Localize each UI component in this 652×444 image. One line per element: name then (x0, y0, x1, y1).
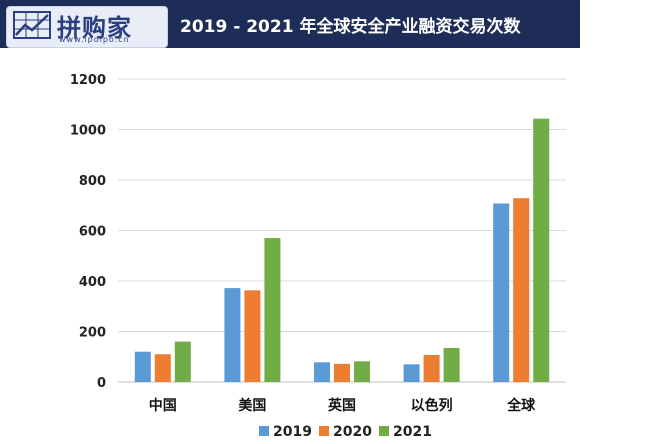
title-banner: 拼购家 www.ipoipo.cn 2019 - 2021 年全球安全产业融资交… (0, 0, 580, 48)
bar-2020-3 (423, 354, 440, 382)
logo-url: www.ipoipo.cn (59, 35, 130, 44)
legend-swatch-2019 (259, 426, 269, 436)
bar-2021-4 (533, 118, 550, 382)
legend-swatch-2020 (319, 426, 329, 436)
gridlines (118, 78, 566, 383)
bar-2020-0 (154, 354, 171, 382)
y-tick-label: 1200 (70, 73, 106, 88)
y-tick-label: 600 (79, 225, 106, 240)
x-category-label: 美国 (238, 397, 266, 414)
bar-2019-2 (314, 362, 330, 382)
bar-2019-1 (224, 288, 241, 382)
y-tick-label: 400 (79, 275, 106, 290)
legend-swatch-2021 (379, 426, 389, 436)
bar-2019-4 (493, 203, 510, 382)
x-category-label: 全球 (506, 397, 536, 414)
legend-label: 2020 (333, 424, 372, 440)
x-category-label: 英国 (327, 397, 356, 414)
bar-2020-4 (513, 198, 530, 382)
y-tick-label: 0 (97, 376, 106, 391)
logo-text: 拼购家 (57, 14, 132, 42)
bar-2020-2 (334, 363, 350, 382)
legend: 2019 2020 2021 (259, 424, 432, 440)
bar-2021-2 (354, 361, 370, 382)
y-tick-label: 800 (79, 174, 106, 189)
legend-label: 2019 (273, 424, 312, 440)
y-tick-label: 1000 (70, 124, 106, 139)
bar-2019-3 (403, 364, 420, 382)
bar-2019-0 (134, 351, 151, 382)
chart-trend-icon (13, 11, 51, 39)
x-category-label: 中国 (149, 397, 177, 414)
y-tick-label: 200 (79, 326, 106, 341)
bar-2021-0 (174, 341, 191, 382)
legend-label: 2021 (393, 424, 432, 440)
x-category-label: 以色列 (411, 397, 453, 414)
x-axis-categories: 中国 美国 英国 以色列 全球 (149, 397, 536, 414)
bars (134, 118, 550, 382)
bar-2021-1 (264, 238, 281, 382)
bar-2021-3 (443, 347, 460, 382)
bar-2020-1 (244, 290, 261, 382)
chart-title: 2019 - 2021 年全球安全产业融资交易次数 (180, 17, 521, 37)
y-axis-ticks: 0 200 400 600 800 1000 1200 (70, 73, 106, 391)
brand-logo: 拼购家 www.ipoipo.cn (6, 6, 168, 48)
